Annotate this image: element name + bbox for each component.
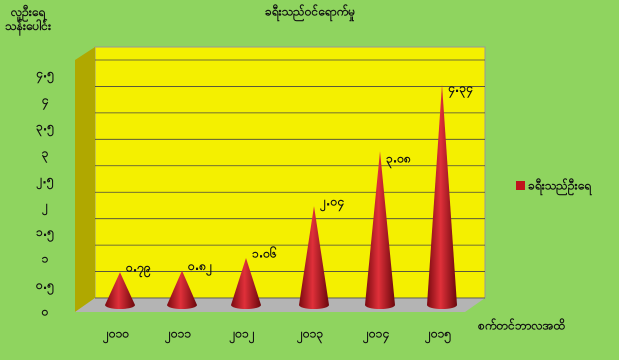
legend-swatch: [516, 181, 525, 190]
data-label: ၁.၀၆: [252, 244, 277, 260]
y-tick-label: ၁: [42, 252, 49, 266]
cone: [299, 206, 329, 309]
floor: [75, 298, 485, 312]
y-tick-label: ၀: [41, 305, 49, 319]
x-annotation: စက်တင်ဘာလအထိ: [477, 317, 566, 333]
y-tick-label: ၁.၅: [36, 225, 54, 243]
cone: [427, 84, 457, 309]
y-tick-label: ၃: [42, 146, 49, 164]
y-axis-label: လူဦးရေသန်းပေါင်း: [5, 3, 52, 37]
y-tick-label: ၂: [41, 199, 48, 217]
data-label: ၂.၀၄: [319, 195, 344, 213]
x-tick-label: ၂၀၁၅: [424, 327, 451, 345]
x-tick-label: ၂၀၁၃: [296, 327, 323, 345]
data-label: ၃.၀၈: [386, 152, 411, 170]
data-label: ၀.၈၂: [187, 259, 212, 277]
y-tick-label: ၄: [41, 93, 49, 111]
cone: [167, 270, 197, 309]
x-tick-label: ၂၀၁၂: [228, 327, 254, 345]
side-wall: [75, 47, 95, 312]
data-label: ၄.၃၄: [447, 81, 473, 99]
back-wall: [94, 46, 486, 299]
chart-title: ခရီးသည်ဝင်ရောက်မှု: [265, 3, 355, 23]
data-label: ၀.၇၉: [125, 261, 151, 279]
cone: [365, 151, 395, 309]
x-tick-label: ၂၀၁၄: [362, 327, 389, 345]
cone: [231, 257, 261, 309]
y-tick-label: ၃.၅: [36, 119, 54, 137]
legend-label: ခရီးသည်ဦးရေ: [528, 177, 592, 197]
y-tick-label: ၂.၅: [35, 172, 53, 190]
y-tick-label: ၄.၅: [35, 67, 54, 85]
cone: [105, 272, 135, 309]
x-tick-label: ၂၀၁၀: [102, 327, 129, 345]
x-tick-label: ၂၀၁၁: [164, 327, 191, 345]
y-tick-label: ၀.၅: [35, 278, 54, 296]
